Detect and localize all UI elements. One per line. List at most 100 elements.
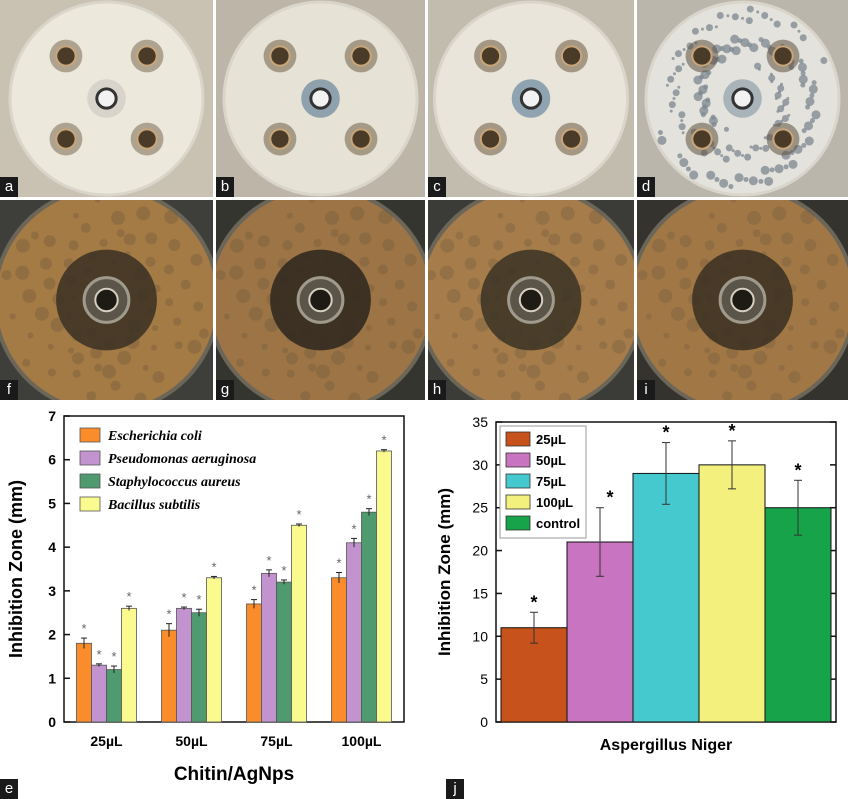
growth-speck: [741, 153, 744, 157]
fungal-patch: [446, 358, 455, 367]
fungal-patch: [829, 301, 840, 312]
fungal-patch: [316, 364, 331, 379]
fungal-patch: [359, 256, 370, 267]
fungal-patch: [730, 363, 739, 372]
fungal-patch: [34, 306, 49, 321]
fungal-patch: [151, 344, 158, 351]
fungal-patch: [772, 206, 787, 221]
panel-label-i: i: [637, 380, 655, 400]
fungal-patch: [560, 206, 575, 221]
growth-speck: [788, 159, 798, 169]
fungal-patch: [152, 371, 165, 384]
growth-speck: [672, 97, 676, 100]
fungal-patch: [174, 341, 183, 350]
fungal-patch: [330, 229, 339, 238]
growth-speck: [804, 136, 814, 146]
fungal-patch: [286, 352, 299, 365]
growth-speck: [679, 158, 689, 168]
fungal-patch: [759, 233, 772, 246]
fungal-patch: [145, 232, 158, 245]
sample-well: [772, 45, 794, 67]
growth-speck: [777, 84, 785, 92]
fungal-patch: [123, 233, 136, 246]
sample-well: [772, 128, 794, 150]
petri-plate-f: [0, 200, 213, 400]
fungal-patch: [102, 364, 117, 379]
fungal-patch: [658, 358, 667, 367]
fungal-patch: [666, 231, 675, 240]
fungal-patch: [47, 343, 54, 350]
fungal-patch: [68, 347, 75, 354]
fungal-patch: [136, 206, 151, 221]
growth-speck: [706, 170, 716, 180]
y-tick-label: 7: [48, 408, 56, 424]
bar: [246, 603, 262, 723]
y-tick-label: 0: [48, 714, 56, 730]
y-axis-label: Inhibition Zone (mm): [435, 488, 454, 656]
fungal-patch: [187, 339, 202, 354]
fungal-patch: [535, 380, 546, 391]
growth-speck: [797, 62, 807, 72]
fungal-patch: [350, 206, 365, 221]
growth-speck: [678, 111, 686, 119]
growth-speck: [744, 153, 752, 161]
significance-star: *: [530, 592, 537, 612]
panel-label-b: b: [216, 177, 234, 197]
fungal-patch: [670, 306, 685, 321]
growth-speck: [711, 122, 717, 128]
growth-speck: [787, 113, 791, 117]
growth-speck: [671, 56, 675, 60]
fungal-patch: [94, 200, 101, 203]
growth-speck: [740, 38, 750, 48]
legend-swatch: [505, 452, 531, 468]
growth-speck: [800, 82, 806, 88]
fungal-patch: [15, 238, 30, 253]
fungal-patch: [567, 364, 574, 371]
fungal-patch: [645, 313, 652, 320]
growth-speck: [756, 10, 760, 14]
growth-speck: [801, 128, 807, 134]
fungal-patch: [72, 212, 79, 219]
panel-label-c: c: [428, 177, 446, 197]
bar: [161, 629, 177, 723]
fungal-patch: [190, 253, 203, 266]
fungal-patch: [325, 210, 340, 225]
growth-speck: [705, 24, 713, 32]
fungal-patch: [412, 328, 423, 339]
significance-star: *: [296, 507, 301, 522]
fungal-patch: [823, 339, 838, 354]
growth-speck: [678, 123, 686, 131]
fungal-patch: [708, 212, 715, 219]
fungal-patch: [236, 358, 245, 367]
fungal-patch: [86, 391, 97, 400]
fungal-patch: [770, 392, 783, 400]
sample-well: [350, 45, 372, 67]
growth-speck: [725, 144, 733, 152]
growth-speck: [657, 129, 663, 135]
fungal-patch: [459, 306, 474, 321]
significance-star: *: [381, 433, 386, 448]
growth-speck: [728, 184, 734, 190]
sample-well: [691, 128, 713, 150]
fungal-patch: [497, 369, 506, 378]
fungal-patch: [663, 332, 670, 339]
fungal-patch: [597, 317, 606, 326]
fungal-patch: [261, 368, 270, 377]
panel-label-f: f: [0, 380, 18, 400]
growth-speck: [769, 167, 775, 173]
photo-panel-g: g: [216, 200, 425, 400]
fungal-patch: [145, 256, 156, 267]
fungal-patch: [110, 380, 121, 391]
panel-label-j: j: [446, 779, 464, 799]
y-tick-label: 1: [48, 670, 56, 686]
fungal-patch: [47, 368, 56, 377]
fungal-patch: [752, 229, 761, 238]
fungal-patch: [679, 277, 692, 290]
panel-label-e: e: [0, 779, 18, 799]
growth-speck: [731, 149, 735, 153]
fungal-patch: [589, 298, 598, 307]
bar: [698, 464, 766, 723]
fungal-patch: [198, 328, 209, 339]
fungal-patch: [43, 235, 56, 248]
fungal-patch: [377, 264, 388, 275]
